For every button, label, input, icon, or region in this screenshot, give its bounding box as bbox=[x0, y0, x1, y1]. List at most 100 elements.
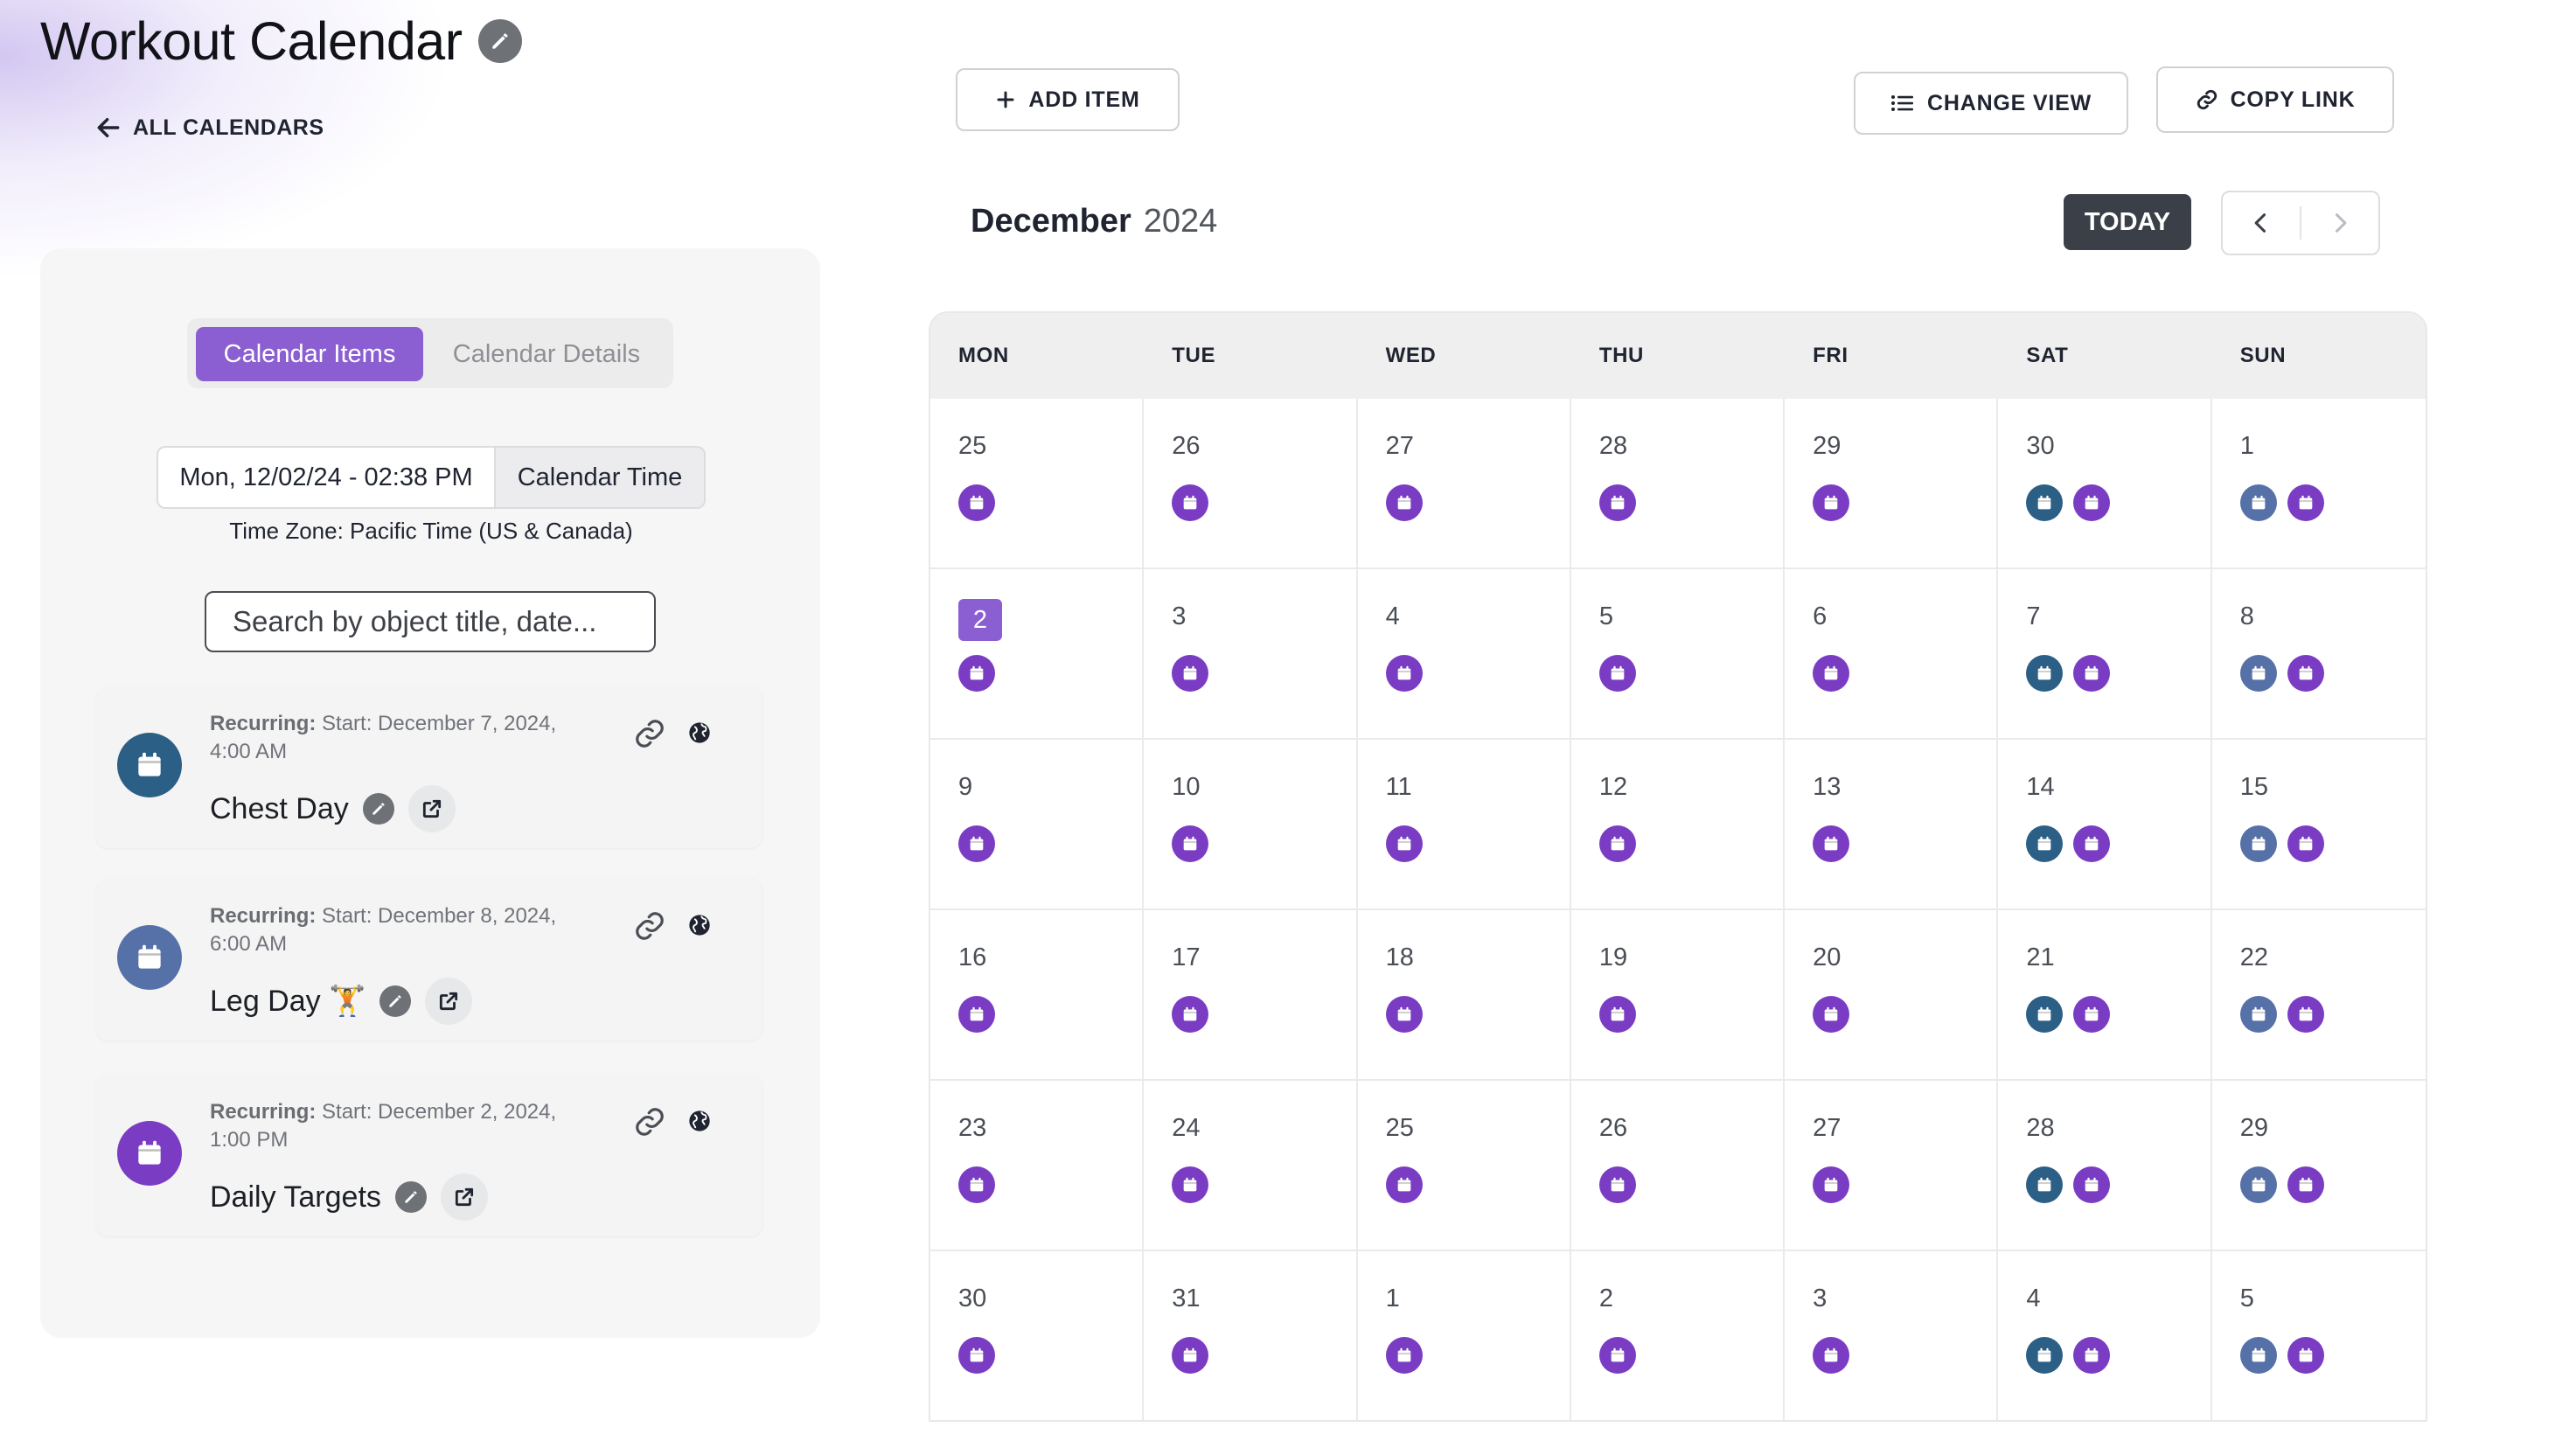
day-cell[interactable]: 15 bbox=[2211, 740, 2426, 910]
day-cell[interactable]: 9 bbox=[930, 740, 1145, 910]
daily-targets-event-icon[interactable] bbox=[2287, 655, 2324, 692]
day-cell[interactable]: 22 bbox=[2211, 910, 2426, 1081]
day-cell[interactable]: 30 bbox=[930, 1251, 1145, 1420]
daily-targets-event-icon[interactable] bbox=[958, 996, 995, 1033]
daily-targets-event-icon[interactable] bbox=[1598, 1337, 1636, 1374]
leg-day-event-icon[interactable] bbox=[2239, 825, 2277, 862]
day-cell[interactable]: 29 bbox=[1785, 399, 1999, 569]
daily-targets-event-icon[interactable] bbox=[1813, 1337, 1850, 1374]
daily-targets-event-icon[interactable] bbox=[1172, 655, 1209, 692]
tab-calendar-items[interactable]: Calendar Items bbox=[196, 327, 423, 381]
daily-targets-event-icon[interactable] bbox=[2073, 1166, 2111, 1203]
day-cell[interactable]: 24 bbox=[1144, 1081, 1358, 1251]
edit-item-icon[interactable] bbox=[362, 793, 394, 825]
leg-day-event-icon[interactable] bbox=[2239, 996, 2277, 1033]
edit-item-icon[interactable] bbox=[379, 985, 412, 1017]
change-view-button[interactable]: CHANGE VIEW bbox=[1854, 72, 2128, 135]
today-button[interactable]: TODAY bbox=[2064, 194, 2191, 250]
day-cell[interactable]: 23 bbox=[930, 1081, 1145, 1251]
day-cell[interactable]: 11 bbox=[1357, 740, 1571, 910]
day-cell[interactable]: 19 bbox=[1570, 910, 1786, 1081]
daily-targets-event-icon[interactable] bbox=[2073, 1337, 2111, 1374]
day-cell[interactable]: 26 bbox=[1570, 1081, 1786, 1251]
daily-targets-event-icon[interactable] bbox=[958, 1337, 995, 1374]
day-cell[interactable]: 6 bbox=[1785, 569, 1999, 740]
globe-icon[interactable] bbox=[687, 721, 712, 749]
daily-targets-event-icon[interactable] bbox=[1598, 484, 1636, 521]
daily-targets-event-icon[interactable] bbox=[1385, 1337, 1423, 1374]
daily-targets-event-icon[interactable] bbox=[1172, 825, 1209, 862]
daily-targets-event-icon[interactable] bbox=[1385, 484, 1423, 521]
calendar-item-card[interactable]: Recurring: Start: December 7, 2024, 4:00… bbox=[96, 686, 762, 848]
globe-icon[interactable] bbox=[687, 1109, 712, 1138]
daily-targets-event-icon[interactable] bbox=[958, 825, 995, 862]
link-icon[interactable] bbox=[633, 717, 666, 755]
day-cell[interactable]: 18 bbox=[1357, 910, 1571, 1081]
copy-link-button[interactable]: COPY LINK bbox=[2156, 66, 2394, 133]
day-cell[interactable]: 31 bbox=[1144, 1251, 1358, 1420]
day-cell[interactable]: 17 bbox=[1144, 910, 1358, 1081]
edit-title-icon[interactable] bbox=[477, 19, 522, 63]
open-external-icon[interactable] bbox=[407, 785, 456, 832]
next-month-button[interactable] bbox=[2301, 192, 2378, 254]
daily-targets-event-icon[interactable] bbox=[1813, 825, 1850, 862]
daily-targets-event-icon[interactable] bbox=[958, 655, 995, 692]
chest-day-event-icon[interactable] bbox=[2026, 484, 2064, 521]
daily-targets-event-icon[interactable] bbox=[1172, 484, 1209, 521]
daily-targets-event-icon[interactable] bbox=[2287, 484, 2324, 521]
day-cell[interactable]: 16 bbox=[930, 910, 1145, 1081]
day-cell[interactable]: 5 bbox=[1570, 569, 1786, 740]
day-cell[interactable]: 10 bbox=[1144, 740, 1358, 910]
all-calendars-link[interactable]: ALL CALENDARS bbox=[94, 114, 324, 142]
day-cell[interactable]: 28 bbox=[1998, 1081, 2212, 1251]
daily-targets-event-icon[interactable] bbox=[1598, 1166, 1636, 1203]
day-cell[interactable]: 4 bbox=[1998, 1251, 2212, 1420]
daily-targets-event-icon[interactable] bbox=[1813, 1166, 1850, 1203]
tab-calendar-details[interactable]: Calendar Details bbox=[452, 339, 641, 368]
chest-day-event-icon[interactable] bbox=[2026, 825, 2064, 862]
day-cell[interactable]: 26 bbox=[1144, 399, 1358, 569]
day-cell[interactable]: 1 bbox=[2211, 399, 2426, 569]
chest-day-event-icon[interactable] bbox=[2026, 996, 2064, 1033]
day-cell[interactable]: 7 bbox=[1998, 569, 2212, 740]
daily-targets-event-icon[interactable] bbox=[1172, 1337, 1209, 1374]
day-cell[interactable]: 14 bbox=[1998, 740, 2212, 910]
daily-targets-event-icon[interactable] bbox=[2287, 825, 2324, 862]
daily-targets-event-icon[interactable] bbox=[2287, 996, 2324, 1033]
day-cell[interactable]: 13 bbox=[1785, 740, 1999, 910]
day-cell[interactable]: 29 bbox=[2211, 1081, 2426, 1251]
day-cell[interactable]: 1 bbox=[1358, 1251, 1571, 1420]
daily-targets-event-icon[interactable] bbox=[2073, 655, 2111, 692]
daily-targets-event-icon[interactable] bbox=[1172, 1166, 1209, 1203]
chest-day-event-icon[interactable] bbox=[2026, 1166, 2064, 1203]
day-cell[interactable]: 5 bbox=[2212, 1251, 2426, 1420]
day-cell[interactable]: 25 bbox=[1357, 1081, 1571, 1251]
daily-targets-event-icon[interactable] bbox=[2073, 996, 2111, 1033]
day-cell[interactable]: 28 bbox=[1570, 399, 1786, 569]
leg-day-event-icon[interactable] bbox=[2239, 1166, 2277, 1203]
daily-targets-event-icon[interactable] bbox=[2073, 484, 2111, 521]
day-cell[interactable]: 2 bbox=[930, 569, 1145, 740]
edit-item-icon[interactable] bbox=[394, 1181, 427, 1213]
day-cell[interactable]: 2 bbox=[1571, 1251, 1786, 1420]
link-icon[interactable] bbox=[633, 909, 666, 947]
previous-month-button[interactable] bbox=[2223, 192, 2300, 254]
daily-targets-event-icon[interactable] bbox=[1385, 996, 1423, 1033]
daily-targets-event-icon[interactable] bbox=[1598, 996, 1636, 1033]
day-cell[interactable]: 21 bbox=[1998, 910, 2212, 1081]
calendar-item-card[interactable]: Recurring: Start: December 8, 2024, 6:00… bbox=[96, 878, 762, 1041]
chest-day-event-icon[interactable] bbox=[2026, 1337, 2064, 1374]
daily-targets-event-icon[interactable] bbox=[1385, 655, 1423, 692]
day-cell[interactable]: 25 bbox=[930, 399, 1145, 569]
day-cell[interactable]: 30 bbox=[1998, 399, 2212, 569]
daily-targets-event-icon[interactable] bbox=[1813, 655, 1850, 692]
chest-day-event-icon[interactable] bbox=[2026, 655, 2064, 692]
day-cell[interactable]: 8 bbox=[2211, 569, 2426, 740]
add-item-button[interactable]: ADD ITEM bbox=[956, 68, 1180, 131]
open-external-icon[interactable] bbox=[425, 978, 473, 1025]
calendar-item-card[interactable]: Recurring: Start: December 2, 2024, 1:00… bbox=[96, 1074, 762, 1236]
daily-targets-event-icon[interactable] bbox=[1172, 996, 1209, 1033]
day-cell[interactable]: 3 bbox=[1144, 569, 1358, 740]
search-input[interactable] bbox=[205, 591, 656, 652]
leg-day-event-icon[interactable] bbox=[2239, 1337, 2277, 1374]
